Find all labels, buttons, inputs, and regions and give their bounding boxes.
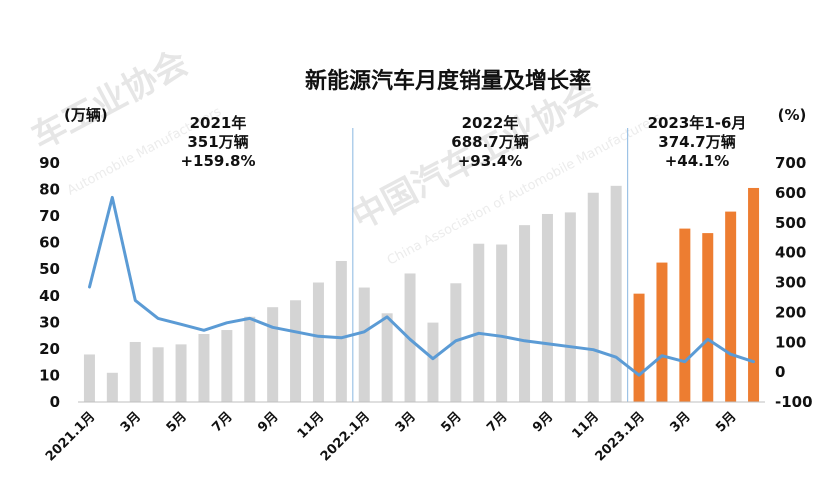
bar <box>381 313 393 402</box>
left-tick-label: 50 <box>39 260 60 278</box>
right-tick-label: 0 <box>775 363 785 381</box>
x-tick-label: 11月 <box>569 409 602 442</box>
chart-title: 新能源汽车月度销量及增长率 <box>305 68 591 94</box>
right-tick-label: 500 <box>775 214 806 232</box>
right-tick-label: 100 <box>775 333 806 351</box>
annotation-line: 2021年 <box>190 114 247 132</box>
bar <box>129 341 141 402</box>
right-tick-label: 300 <box>775 274 806 292</box>
annotation-line: +93.4% <box>458 152 523 170</box>
bar <box>244 316 256 402</box>
left-tick-label: 90 <box>39 154 60 172</box>
annotation-line: 374.7万辆 <box>658 133 735 151</box>
right-axis-unit: (%) <box>778 106 807 124</box>
left-tick-label: 40 <box>39 287 60 305</box>
bar <box>564 212 576 402</box>
bar <box>152 347 164 402</box>
annotation-line: 2022年 <box>462 114 519 132</box>
bar <box>519 225 531 402</box>
line-series <box>88 195 755 377</box>
left-tick-label: 30 <box>39 313 60 331</box>
bar <box>335 260 347 402</box>
x-tick-label: 5月 <box>164 409 190 435</box>
bar <box>175 344 187 402</box>
left-tick-label: 20 <box>39 340 60 358</box>
left-axis-ticks: 0 10 20 30 40 50 60 70 80 90 <box>39 154 60 411</box>
bar-series <box>83 185 760 402</box>
left-tick-label: 0 <box>50 393 60 411</box>
x-tick-label: 9月 <box>255 409 281 435</box>
bar <box>656 262 668 402</box>
right-tick-label: -100 <box>775 393 813 411</box>
bar <box>610 185 622 402</box>
annotation-line: 688.7万辆 <box>451 133 528 151</box>
right-tick-label: 200 <box>775 303 806 321</box>
left-axis-unit: (万辆) <box>64 106 108 124</box>
x-tick-label: 3月 <box>667 409 693 435</box>
bar <box>679 228 691 402</box>
left-tick-label: 80 <box>39 181 60 199</box>
x-tick-label: 9月 <box>530 409 556 435</box>
bar <box>587 192 599 402</box>
x-tick-label: 11月 <box>295 409 328 442</box>
bar <box>312 282 324 402</box>
right-tick-label: 600 <box>775 184 806 202</box>
bar <box>541 213 553 402</box>
x-tick-label: 3月 <box>393 409 419 435</box>
bar <box>221 330 233 402</box>
x-tick-label: 2022.1月 <box>318 409 373 464</box>
bar <box>106 372 118 402</box>
bar <box>633 293 645 402</box>
x-tick-label: 5月 <box>438 409 464 435</box>
annotation-line: 2023年1-6月 <box>648 114 747 132</box>
x-tick-label: 3月 <box>118 409 144 435</box>
bar <box>358 287 370 402</box>
growth-rate-line <box>88 195 755 377</box>
annotation-line: +44.1% <box>665 152 730 170</box>
left-tick-label: 10 <box>39 366 60 384</box>
bar <box>198 334 210 402</box>
x-tick-label: 7月 <box>209 409 235 435</box>
x-tick-label: 7月 <box>484 409 510 435</box>
bar <box>725 211 737 402</box>
right-tick-label: 700 <box>775 154 806 172</box>
bar <box>473 243 485 402</box>
bar <box>427 322 439 402</box>
left-tick-label: 70 <box>39 207 60 225</box>
bar <box>83 354 95 402</box>
period-dividers <box>352 128 629 402</box>
bar <box>496 244 508 402</box>
bar <box>748 187 760 402</box>
right-axis-ticks: -100 0 100 200 300 400 500 600 700 <box>775 154 813 411</box>
annotation-line: 351万辆 <box>187 133 248 151</box>
annotation-line: +159.8% <box>180 152 255 170</box>
bar <box>290 300 302 402</box>
x-tick-label: 2021.1月 <box>43 409 98 464</box>
bar <box>267 307 279 402</box>
left-tick-label: 60 <box>39 234 60 252</box>
right-tick-label: 400 <box>775 244 806 262</box>
x-tick-label: 5月 <box>713 409 739 435</box>
bar <box>702 233 714 402</box>
x-tick-label: 2023.1月 <box>593 409 648 464</box>
